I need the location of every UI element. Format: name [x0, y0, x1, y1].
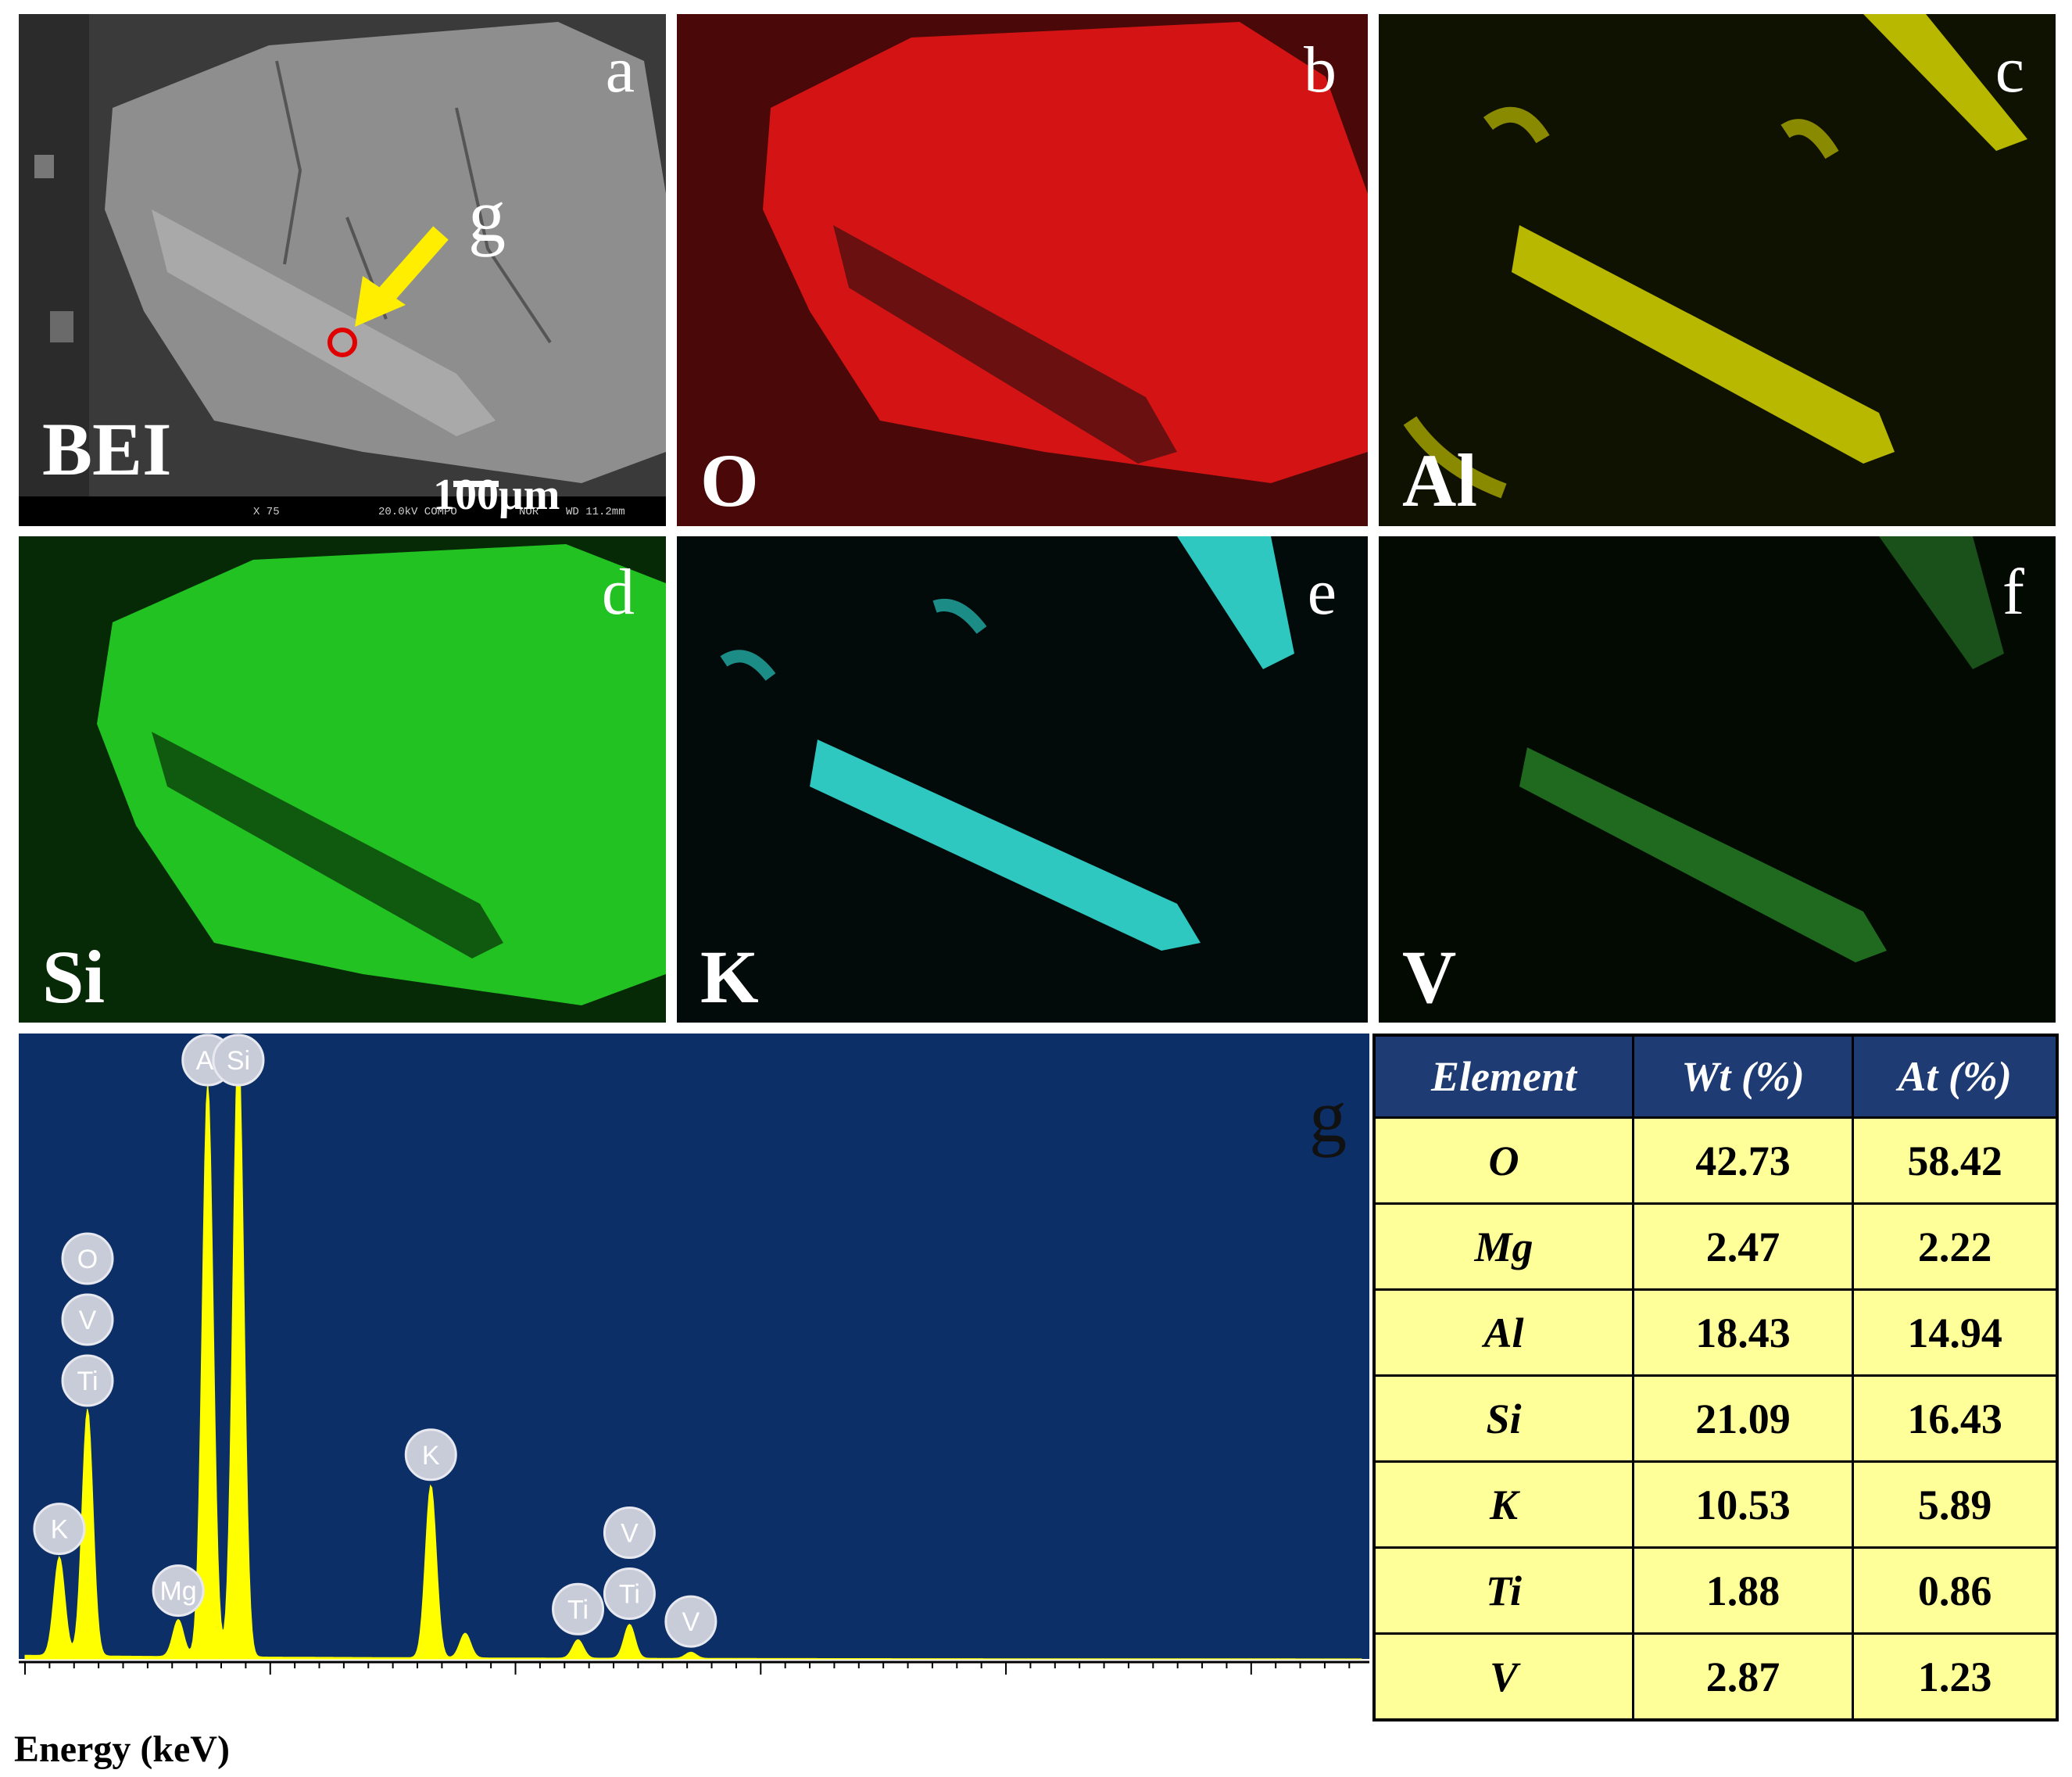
table-row: V 2.87 1.23	[1372, 1632, 2059, 1721]
peak-label-circle	[664, 1595, 718, 1648]
cell-wt: 21.09	[1631, 1374, 1855, 1463]
oxygen-map-panel: b O	[677, 14, 1368, 526]
peak-label: Ti	[567, 1595, 589, 1625]
peak-label-circle	[212, 1034, 265, 1087]
cell-wt: 2.87	[1631, 1632, 1855, 1721]
panel-letter-g: g	[1309, 1074, 1347, 1158]
potassium-map-panel: e K	[677, 536, 1368, 1023]
cell-at: 14.94	[1852, 1288, 2059, 1377]
x-tick-label: 10	[1233, 1684, 1269, 1690]
panel-label-bei: BEI	[42, 407, 172, 491]
cell-at: 5.89	[1852, 1460, 2059, 1549]
table-row: Mg 2.47 2.22	[1372, 1202, 2059, 1291]
peak-label: K	[422, 1441, 440, 1471]
peak-label-circle	[33, 1503, 86, 1556]
cell-wt: 10.53	[1631, 1460, 1855, 1549]
peak-label-circle	[603, 1507, 656, 1560]
vanadium-map	[1379, 536, 2056, 1023]
panel-letter-c: c	[1995, 34, 2024, 106]
cell-wt: 42.73	[1631, 1116, 1855, 1205]
peak-label-circle	[404, 1428, 457, 1481]
peak-label: Ti	[77, 1367, 98, 1396]
spectrum-background	[19, 1034, 1369, 1659]
header-element: Element	[1372, 1034, 1634, 1119]
table-row: Si 21.09 16.43	[1372, 1374, 2059, 1463]
peak-label: V	[79, 1306, 97, 1335]
spectrum-curve	[24, 1041, 1362, 1660]
peak-label: Mg	[159, 1577, 196, 1607]
cell-element: Si	[1372, 1374, 1634, 1463]
silicon-map	[19, 536, 666, 1023]
x-tick-label: 8	[997, 1684, 1015, 1690]
cell-element: Mg	[1372, 1202, 1634, 1291]
cell-at: 58.42	[1852, 1116, 2059, 1205]
panel-letter-f: f	[2002, 556, 2024, 629]
oxygen-map	[677, 14, 1368, 526]
peak-label: Ti	[619, 1580, 640, 1610]
panel-letter-e: e	[1307, 556, 1337, 629]
sem-mode: NOR	[519, 506, 539, 518]
peak-label: K	[51, 1515, 69, 1545]
cell-element: Ti	[1372, 1546, 1634, 1635]
table-header-row: Element Wt (%) At (%)	[1372, 1034, 2059, 1119]
panel-label-silicon: Si	[42, 935, 106, 1019]
table-row: K 10.53 5.89	[1372, 1460, 2059, 1549]
composition-table: Element Wt (%) At (%) O 42.73 58.42 Mg 2.47…	[1372, 1034, 2059, 1721]
cell-element: V	[1372, 1632, 1634, 1721]
cell-wt: 1.88	[1631, 1546, 1855, 1635]
panel-label-oxygen: O	[700, 439, 759, 522]
peak-label-circle	[61, 1293, 114, 1346]
cell-element: K	[1372, 1460, 1634, 1549]
sem-wd: WD 11.2mm	[566, 506, 625, 518]
x-tick-label: 4	[506, 1684, 524, 1690]
scale-bar	[453, 481, 499, 487]
bei-image	[19, 14, 666, 526]
table-row: Ti 1.88 0.86	[1372, 1546, 2059, 1635]
cell-at: 16.43	[1852, 1374, 2059, 1463]
spectrum-plot: KOVTiMgAlSiKTiVTiV46810	[19, 1034, 1369, 1690]
peak-label: O	[77, 1245, 98, 1274]
aluminum-map-panel: c Al	[1379, 14, 2056, 526]
panel-label-vanadium: V	[1402, 935, 1457, 1019]
panel-letter-b: b	[1304, 34, 1337, 106]
scale-label: 100μm	[433, 471, 560, 519]
silicon-map-panel: d Si	[19, 536, 666, 1023]
peak-label-circle	[603, 1567, 656, 1621]
x-tick-label: 6	[752, 1684, 770, 1690]
eds-spectrum: KOVTiMgAlSiKTiVTiV46810	[19, 1034, 1369, 1690]
peak-label: V	[682, 1607, 700, 1637]
peak-label: Si	[227, 1046, 250, 1076]
peak-label-circle	[61, 1232, 114, 1285]
potassium-map	[677, 536, 1368, 1023]
cell-wt: 18.43	[1631, 1288, 1855, 1377]
table-row: Al 18.43 14.94	[1372, 1288, 2059, 1377]
x-axis-label: Energy (keV)	[14, 1729, 230, 1770]
cell-at: 2.22	[1852, 1202, 2059, 1291]
panel-label-aluminum: Al	[1402, 439, 1477, 522]
cell-at: 0.86	[1852, 1546, 2059, 1635]
sem-mag: X 75	[253, 506, 280, 518]
spot-label: g	[468, 174, 506, 257]
header-at: At (%)	[1852, 1034, 2059, 1119]
peak-label-circle	[552, 1582, 605, 1635]
cell-at: 1.23	[1852, 1632, 2059, 1721]
panel-letter-d: d	[602, 556, 635, 629]
sem-kv: 20.0kV COMPO	[378, 506, 457, 518]
bei-panel: g a BEI X 75 20.0kV COMPO NOR WD 11.2mm …	[19, 14, 666, 526]
peak-label-circle	[152, 1564, 205, 1618]
panel-letter-a: a	[605, 34, 635, 106]
cell-wt: 2.47	[1631, 1202, 1855, 1291]
header-wt: Wt (%)	[1631, 1034, 1855, 1119]
peak-label: V	[621, 1519, 639, 1549]
peak-label-circle	[61, 1354, 114, 1407]
cell-element: Al	[1372, 1288, 1634, 1377]
table-row: O 42.73 58.42	[1372, 1116, 2059, 1205]
aluminum-map	[1379, 14, 2056, 526]
vanadium-map-panel: f V	[1379, 536, 2056, 1023]
panel-label-potassium: K	[700, 935, 759, 1019]
cell-element: O	[1372, 1116, 1634, 1205]
sem-info-bar: X 75 20.0kV COMPO NOR WD 11.2mm	[19, 496, 666, 526]
